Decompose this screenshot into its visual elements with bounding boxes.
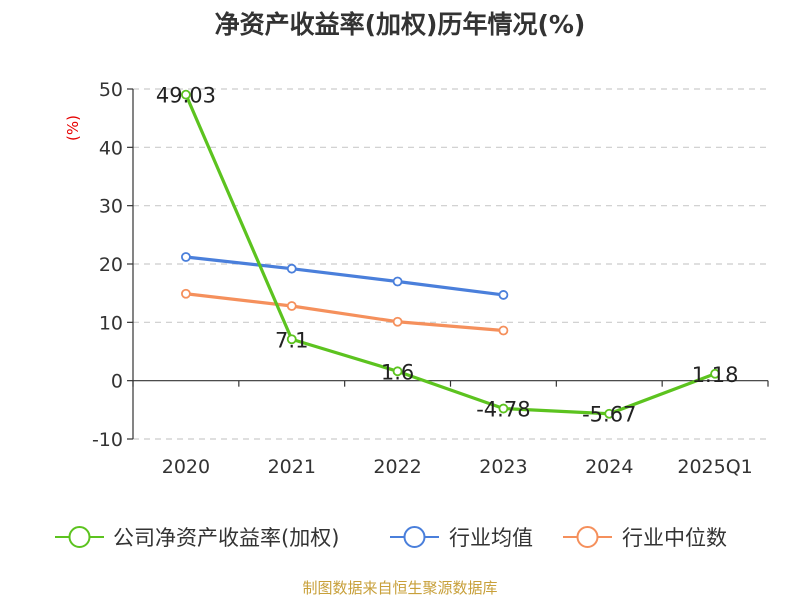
legend-marker-1 xyxy=(403,526,426,548)
series-0-point-0 xyxy=(181,89,191,100)
legend-item-0: 公司净资产收益率(加权) xyxy=(55,526,339,550)
x-tick-label-2023: 2023 xyxy=(479,456,527,478)
x-tick-label-2024: 2024 xyxy=(585,456,633,478)
y-tick-label--10: -10 xyxy=(92,429,123,451)
series xyxy=(181,89,720,419)
series-0-point-5 xyxy=(710,368,720,379)
series-2-point-2 xyxy=(392,316,403,327)
x-tick-label-2025Q1: 2025Q1 xyxy=(677,456,752,478)
data-label-2023: -4.78 xyxy=(476,398,530,422)
data-label-2025Q1: 1.18 xyxy=(692,363,739,387)
chart-title: 净资产收益率(加权)历年情况(%) xyxy=(215,10,586,39)
series-2-point-0 xyxy=(181,288,191,299)
data-label-2020: 49.03 xyxy=(156,84,216,108)
series-line-1 xyxy=(185,255,504,297)
y-unit-label: (%) xyxy=(64,115,82,141)
legend-marker-0 xyxy=(68,526,91,548)
y-tick-label-40: 40 xyxy=(99,137,123,159)
data-labels: 49.03 7.1 1.6 -4.78 -5.67 1.18 xyxy=(156,84,739,427)
source-note: 制图数据来自恒生聚源数据库 xyxy=(302,579,497,597)
legend: 公司净资产收益率(加权) 行业均值 行业中位数 xyxy=(55,526,727,550)
y-tick-label-30: 30 xyxy=(99,196,123,218)
data-label-2024: -5.67 xyxy=(582,403,636,427)
series-2-point-1 xyxy=(286,301,297,311)
x-tick-label-2020: 2020 xyxy=(162,456,210,478)
legend-label-1: 行业均值 xyxy=(449,526,533,550)
series-0-point-2 xyxy=(392,366,403,377)
series-1-point-3 xyxy=(498,290,509,300)
legend-label-2: 行业中位数 xyxy=(622,526,727,550)
series-1-point-0 xyxy=(181,252,191,262)
series-1-point-2 xyxy=(392,276,403,287)
x-tick-label-2022: 2022 xyxy=(373,456,421,478)
y-tick-label-20: 20 xyxy=(99,254,123,276)
data-label-2021: 7.1 xyxy=(275,328,308,352)
series-line-0 xyxy=(184,94,716,416)
series-1-point-1 xyxy=(286,263,297,274)
x-tick-label-2021: 2021 xyxy=(268,456,316,478)
legend-item-2: 行业中位数 xyxy=(563,526,727,550)
series-2-point-3 xyxy=(498,325,509,336)
axes: -10 0 10 20 30 40 50 2020 2021 2022 2023 2024 2025Q1 xyxy=(92,79,769,478)
legend-label-0: 公司净资产收益率(加权) xyxy=(113,526,339,550)
legend-marker-2 xyxy=(576,526,599,548)
legend-item-1: 行业均值 xyxy=(390,526,533,550)
data-label-2022: 1.6 xyxy=(381,360,414,384)
y-tick-label-0: 0 xyxy=(111,371,123,393)
series-0-point-1 xyxy=(286,334,297,345)
y-tick-label-50: 50 xyxy=(99,79,123,101)
grid-lines xyxy=(133,88,768,440)
series-line-2 xyxy=(185,292,504,333)
y-tick-label-10: 10 xyxy=(99,312,123,334)
series-0-point-3 xyxy=(498,403,509,414)
series-0-point-4 xyxy=(604,408,615,419)
